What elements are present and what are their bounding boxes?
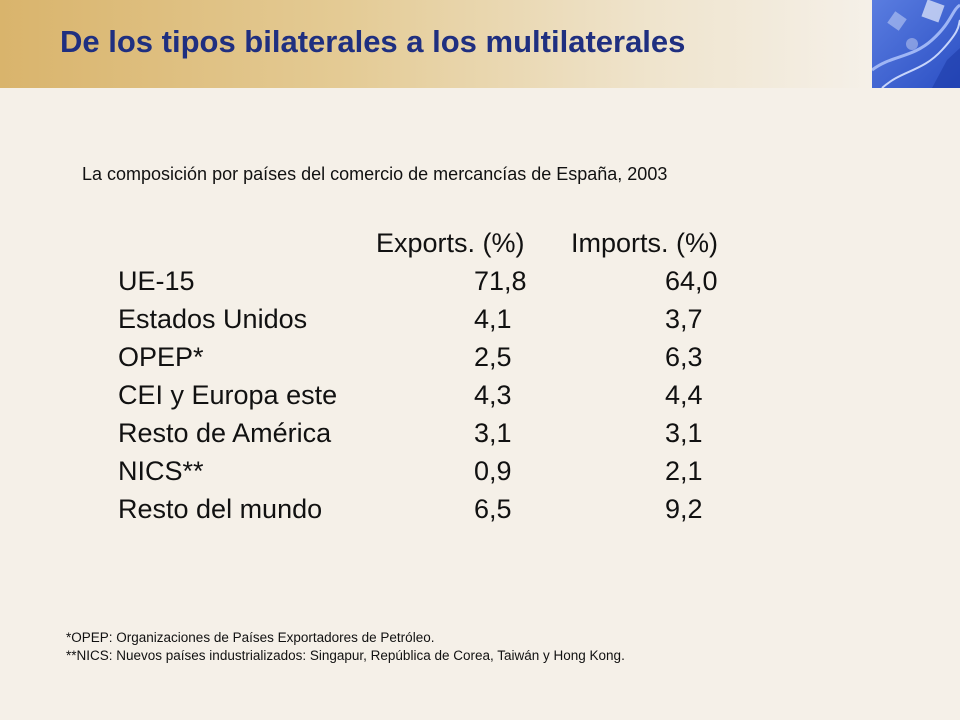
exports-value: 4,1 <box>474 304 512 334</box>
trade-table: Exports. (%) Imports. (%) UE-15 71,8 64,… <box>118 224 778 528</box>
row-label: Resto de América <box>118 418 332 448</box>
table-row: CEI y Europa este 4,3 4,4 <box>118 376 778 414</box>
corner-decoration <box>872 0 960 88</box>
row-label: Estados Unidos <box>118 304 308 334</box>
exports-value: 71,8 <box>474 266 527 296</box>
row-label: NICS** <box>118 456 204 486</box>
exports-value: 3,1 <box>474 418 512 448</box>
slide-title: De los tipos bilaterales a los multilate… <box>60 24 686 59</box>
exports-value: 6,5 <box>474 494 512 524</box>
imports-value: 2,1 <box>665 456 703 486</box>
table-row: Estados Unidos 4,1 3,7 <box>118 300 778 338</box>
column-header-imports: Imports. (%) <box>571 228 719 258</box>
header-bar <box>0 0 870 88</box>
imports-value: 4,4 <box>665 380 703 410</box>
row-label: Resto del mundo <box>118 494 323 524</box>
exports-value: 2,5 <box>474 342 512 372</box>
exports-value: 4,3 <box>474 380 512 410</box>
table-row: UE-15 71,8 64,0 <box>118 262 778 300</box>
footnotes: *OPEP: Organizaciones de Países Exportad… <box>66 629 625 665</box>
imports-value: 6,3 <box>665 342 703 372</box>
imports-value: 3,7 <box>665 304 703 334</box>
imports-value: 9,2 <box>665 494 703 524</box>
table-header-row: Exports. (%) Imports. (%) <box>118 224 778 262</box>
exports-value: 0,9 <box>474 456 512 486</box>
imports-value: 64,0 <box>665 266 718 296</box>
row-label: CEI y Europa este <box>118 380 338 410</box>
table-row: Resto de América 3,1 3,1 <box>118 414 778 452</box>
imports-value: 3,1 <box>665 418 703 448</box>
footnote-opep: *OPEP: Organizaciones de Países Exportad… <box>66 630 435 645</box>
column-header-exports: Exports. (%) <box>376 228 525 258</box>
row-label: OPEP* <box>118 342 204 372</box>
table-row: OPEP* 2,5 6,3 <box>118 338 778 376</box>
row-label: UE-15 <box>118 266 195 296</box>
table-caption: La composición por países del comercio d… <box>82 164 668 184</box>
table-row: NICS** 0,9 2,1 <box>118 452 778 490</box>
footnote-nics: **NICS: Nuevos países industrializados: … <box>66 648 625 663</box>
table-row: Resto del mundo 6,5 9,2 <box>118 490 778 528</box>
